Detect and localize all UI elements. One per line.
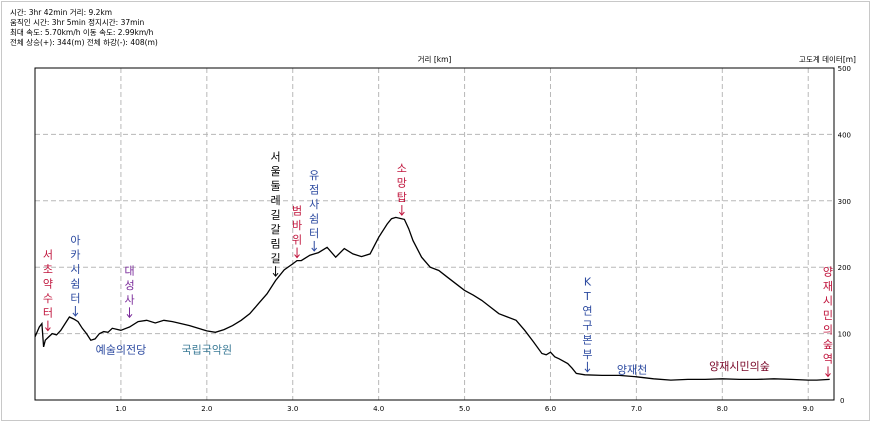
annotation-char: 사	[309, 198, 319, 211]
annotation-char: 쉼	[309, 212, 319, 225]
y-tick-label: 500	[838, 65, 851, 73]
annotation-char: 역	[823, 352, 833, 365]
annotation-char: 터	[43, 307, 53, 320]
x-tick-label: 9.0	[803, 405, 814, 413]
y-axis-label: 고도계 데이터[m]	[799, 54, 856, 64]
annotation-label: 소망탑	[397, 162, 407, 216]
annotation-char: 둘	[270, 180, 280, 193]
annotation-char: 갈	[270, 222, 280, 236]
y-tick-label: 0	[840, 397, 844, 405]
annotations: 서초약수터아카시쉼터대성사서울둘레길갈림길범바위유점사쉼터소망탑KT연구본부양재…	[43, 151, 833, 378]
x-tick-label: 3.0	[287, 405, 298, 413]
x-tick-label: 7.0	[631, 405, 642, 413]
annotation-char: 망	[397, 177, 407, 190]
arrow-head	[584, 368, 591, 373]
stat-speed: 최대 속도: 5.70km/h 이동 속도: 2.99km/h	[10, 28, 154, 37]
annotation-char: 민	[823, 309, 833, 322]
arrow-head	[72, 312, 79, 317]
annotation-char: 시	[823, 294, 833, 307]
annotation-char: 서	[43, 249, 53, 262]
y-tick-label: 400	[838, 131, 851, 139]
x-tick-label: 6.0	[545, 405, 556, 413]
annotation-char: 숲	[823, 338, 833, 351]
annotation-char: 탑	[397, 191, 407, 204]
annotation-char: 울	[270, 165, 280, 178]
arrow-head	[45, 327, 51, 332]
annotation-char: K	[584, 275, 592, 288]
annotation-char: T	[583, 290, 591, 303]
annotation-char: 점	[309, 183, 319, 196]
annotation-char: 수	[43, 292, 53, 305]
annotation-char: 길	[270, 252, 280, 265]
annotation-char: 소	[397, 162, 407, 175]
annotation-char: 구	[582, 319, 592, 332]
arrow-head	[272, 272, 279, 277]
annotation-char: 부	[582, 348, 592, 361]
annotation-char: 초	[43, 263, 53, 276]
x-axis-label: 거리 [km]	[418, 55, 452, 64]
x-tick-label: 1.0	[115, 405, 126, 413]
annotation-char: 아	[70, 234, 80, 247]
stat-time: 시간: 3hr 42min 거리: 9.2km	[10, 8, 113, 17]
y-tick-label: 100	[838, 331, 851, 339]
place-label: 양재시민의숲	[709, 360, 770, 373]
annotation-label: 대성사	[124, 264, 135, 319]
x-tick-label: 2.0	[201, 405, 212, 413]
place-label: 국립국악원	[182, 344, 233, 357]
annotation-char: 바	[292, 219, 302, 232]
annotation-char: 본	[582, 333, 592, 346]
annotation-char: 성	[124, 279, 134, 292]
stat-elevation: 전체 상승(+): 344(m) 전체 하강(-): 408(m)	[10, 38, 158, 47]
tick-labels: 1.0 2.0 3.0 4.0 5.0 6.0 7.0 8.0 9.0 100 200 300 400 5…	[115, 65, 851, 413]
arrow-head	[294, 254, 300, 259]
annotation-char: 터	[70, 292, 80, 305]
arrow-head	[825, 373, 831, 378]
annotation-char: 약	[43, 277, 53, 291]
y-tick-label: 300	[838, 198, 851, 206]
annotation-char: 양	[823, 265, 833, 278]
stat-moving-time: 움직인 시간: 3hr 5min 정지시간: 37min	[10, 18, 145, 27]
annotation-char: 위	[292, 234, 302, 247]
annotation-char: 카	[70, 248, 80, 261]
annotation-char: 대	[124, 264, 134, 277]
annotation-char: 서	[270, 151, 280, 164]
annotation-char: 길	[270, 209, 280, 222]
plot-area	[35, 68, 834, 400]
elevation-line	[34, 216, 830, 381]
plot-border	[34, 67, 835, 401]
annotation-char: 연	[582, 304, 592, 317]
track-stats: 시간: 3hr 42min 거리: 9.2km 움직인 시간: 3hr 5min…	[10, 8, 158, 48]
place-label: 예술의전당	[96, 344, 147, 357]
grid	[35, 68, 834, 400]
annotation-char: 의	[823, 323, 833, 336]
x-tick-label: 8.0	[717, 405, 728, 413]
annotation-char: 터	[309, 227, 319, 240]
annotation-label: 범바위	[292, 205, 302, 259]
annotation-char: 유	[309, 169, 319, 182]
annotation-char: 시	[70, 263, 80, 276]
axes	[34, 67, 835, 401]
annotation-char: 재	[823, 280, 833, 293]
place-label: 양재천	[617, 362, 647, 376]
y-tick-label: 200	[838, 264, 851, 272]
annotation-char: 림	[270, 238, 280, 251]
arrow-head	[398, 211, 405, 216]
arrow-head	[126, 313, 133, 319]
annotation-char: 사	[124, 293, 134, 306]
annotation-char: 범	[292, 205, 302, 218]
x-tick-label: 5.0	[459, 405, 470, 413]
arrow-head	[311, 247, 318, 252]
annotation-char: 쉼	[70, 277, 80, 290]
annotation-char: 레	[270, 194, 280, 207]
x-tick-label: 4.0	[373, 405, 384, 413]
